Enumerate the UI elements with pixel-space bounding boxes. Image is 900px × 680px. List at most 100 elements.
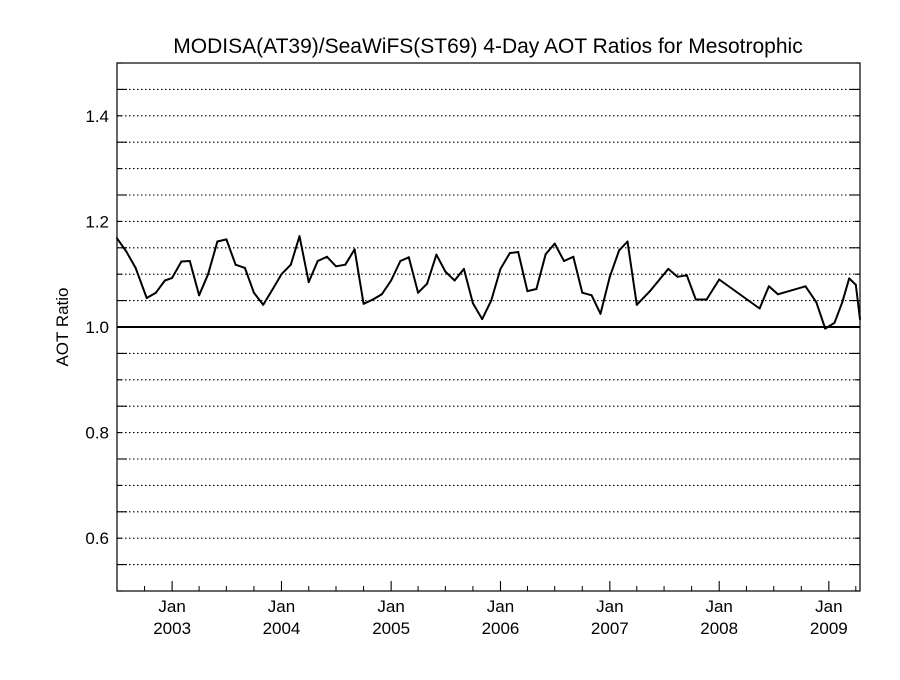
data-point	[453, 279, 456, 282]
y-tick-label: 1.2	[85, 212, 109, 231]
data-point	[171, 276, 174, 279]
x-tick-label-month: Jan	[596, 597, 623, 616]
data-point	[207, 273, 210, 276]
data-point	[316, 260, 319, 262]
data-point	[417, 291, 420, 294]
data-point	[572, 255, 575, 258]
data-point	[225, 238, 228, 241]
y-tick-label: 1.4	[85, 107, 109, 126]
data-point	[371, 298, 374, 301]
data-point	[390, 279, 393, 282]
data-point	[435, 253, 438, 256]
data-point	[216, 240, 219, 243]
x-axis: Jan 2003 Jan 2004 Jan 2005 Jan 2006 Jan 2007 Jan 20…	[116, 581, 857, 638]
data-point	[380, 293, 383, 296]
data-point	[776, 293, 779, 296]
y-tick-label: 0.6	[85, 529, 109, 548]
data-point	[833, 321, 836, 324]
data-point	[841, 301, 844, 304]
x-tick-label-month: Jan	[268, 597, 295, 616]
data-point	[599, 312, 602, 315]
data-point	[705, 298, 708, 301]
data-point	[262, 303, 265, 306]
data-point	[289, 263, 292, 266]
data-point	[618, 249, 621, 252]
data-point	[353, 248, 356, 251]
data-point	[553, 242, 556, 245]
data-point	[608, 275, 611, 278]
data-point	[694, 298, 697, 301]
data-point	[234, 263, 237, 266]
data-point	[563, 260, 565, 262]
x-tick-label-month: Jan	[705, 597, 732, 616]
data-point	[145, 297, 148, 299]
data-point	[535, 288, 538, 290]
x-tick-label-year: 2004	[263, 619, 301, 638]
data-point	[718, 278, 721, 281]
data-point	[188, 260, 191, 262]
data-point	[649, 290, 651, 293]
data-point	[508, 252, 511, 255]
x-tick-label-year: 2009	[810, 619, 848, 638]
data-point	[298, 235, 301, 238]
y-axis: 0.6 0.8 1.0 1.2 1.4	[85, 62, 860, 592]
y-axis-label: AOT Ratio	[53, 287, 72, 366]
data-point	[163, 279, 166, 282]
series-group	[116, 235, 861, 330]
data-point	[362, 302, 365, 305]
data-point	[280, 273, 283, 276]
y-tick-label: 1.0	[85, 318, 109, 337]
data-point	[335, 265, 337, 268]
data-point	[854, 283, 857, 286]
data-point	[544, 253, 547, 256]
data-point	[462, 267, 465, 270]
data-point	[344, 263, 347, 266]
x-tick-label-year: 2003	[153, 619, 191, 638]
x-tick-label-year: 2006	[482, 619, 520, 638]
y-tick-label: 0.8	[85, 424, 109, 443]
data-point	[626, 240, 629, 243]
x-tick-label-year: 2008	[700, 619, 738, 638]
data-point	[307, 281, 310, 284]
data-point	[271, 289, 274, 291]
data-point	[326, 255, 328, 258]
data-point	[517, 251, 520, 253]
data-point	[815, 301, 818, 304]
data-point	[667, 267, 670, 270]
x-tick-label-month: Jan	[815, 597, 842, 616]
data-point	[848, 277, 851, 280]
data-point	[426, 282, 429, 285]
data-point	[526, 290, 529, 293]
data-point	[407, 256, 410, 259]
x-tick-label-month: Jan	[377, 597, 404, 616]
data-point	[481, 318, 484, 321]
x-tick-label-month: Jan	[487, 597, 514, 616]
x-tick-label-year: 2005	[372, 619, 410, 638]
chart-title: MODISA(AT39)/SeaWiFS(ST69) 4-Day AOT Rat…	[173, 35, 802, 58]
data-point	[635, 303, 638, 306]
data-point	[198, 294, 201, 297]
data-point	[758, 307, 761, 310]
data-point	[824, 327, 827, 330]
data-point	[180, 260, 183, 263]
data-point	[471, 302, 474, 305]
data-point	[590, 294, 593, 297]
data-point	[399, 260, 402, 262]
data-point	[134, 266, 137, 269]
data-point	[252, 291, 255, 294]
series-line	[116, 235, 861, 330]
data-point	[676, 275, 679, 278]
data-point	[243, 266, 246, 269]
data-point	[444, 270, 447, 273]
data-point	[804, 285, 807, 288]
data-point	[767, 285, 770, 288]
data-point	[490, 299, 493, 302]
x-tick-label-year: 2007	[591, 619, 629, 638]
data-point	[581, 291, 584, 294]
x-tick-label-month: Jan	[158, 597, 185, 616]
data-point	[125, 250, 128, 253]
data-point	[685, 274, 688, 277]
data-point	[499, 267, 502, 270]
